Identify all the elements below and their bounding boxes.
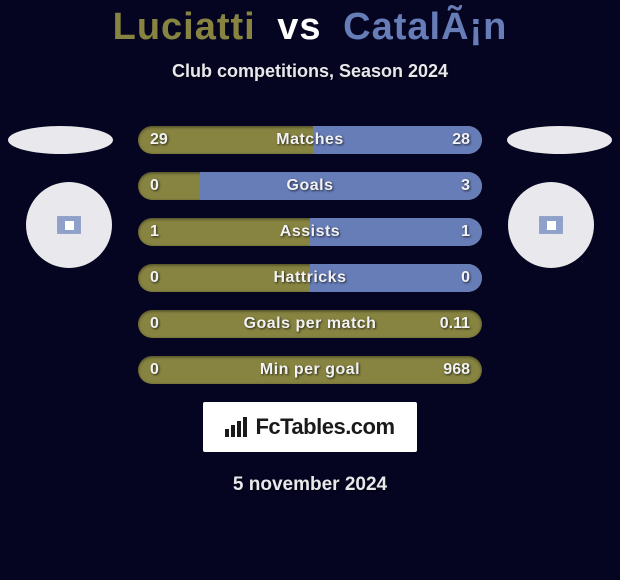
stat-bar-row: 0968Min per goal	[138, 356, 482, 384]
title-player1: Luciatti	[113, 6, 256, 48]
stat-label: Min per goal	[138, 356, 482, 384]
brand-bar-segment	[237, 421, 241, 437]
stat-label: Matches	[138, 126, 482, 154]
player1-club-badge	[26, 182, 112, 268]
question-icon	[65, 221, 74, 230]
brand-box: FcTables.com	[203, 402, 417, 452]
title-vs: vs	[277, 6, 321, 48]
stat-bar-row: 03Goals	[138, 172, 482, 200]
stat-label: Goals	[138, 172, 482, 200]
placeholder-icon	[539, 216, 563, 234]
comparison-title: Luciatti vs CatalÃ¡n	[0, 0, 620, 49]
brand-bar-segment	[231, 425, 235, 437]
stat-label: Goals per match	[138, 310, 482, 338]
stat-bar-row: 00.11Goals per match	[138, 310, 482, 338]
stat-label: Hattricks	[138, 264, 482, 292]
brand-text: FcTables.com	[255, 414, 394, 440]
brand-bars-icon	[225, 417, 247, 437]
question-icon	[547, 221, 556, 230]
title-player2: CatalÃ¡n	[343, 6, 507, 48]
stat-bars: 2928Matches 03Goals 11Assists 00Hattricks 00…	[138, 126, 482, 384]
brand-bar-segment	[243, 417, 247, 437]
comparison-arena: 2928Matches 03Goals 11Assists 00Hattricks 00…	[0, 126, 620, 384]
subtitle: Club competitions, Season 2024	[0, 61, 620, 82]
brand-bar-segment	[225, 429, 229, 437]
player2-club-badge	[508, 182, 594, 268]
stat-bar-row: 2928Matches	[138, 126, 482, 154]
stat-bar-row: 00Hattricks	[138, 264, 482, 292]
placeholder-icon	[57, 216, 81, 234]
stat-bar-row: 11Assists	[138, 218, 482, 246]
player1-flag-ellipse	[8, 126, 113, 154]
stat-label: Assists	[138, 218, 482, 246]
player2-flag-ellipse	[507, 126, 612, 154]
date-label: 5 november 2024	[0, 474, 620, 496]
